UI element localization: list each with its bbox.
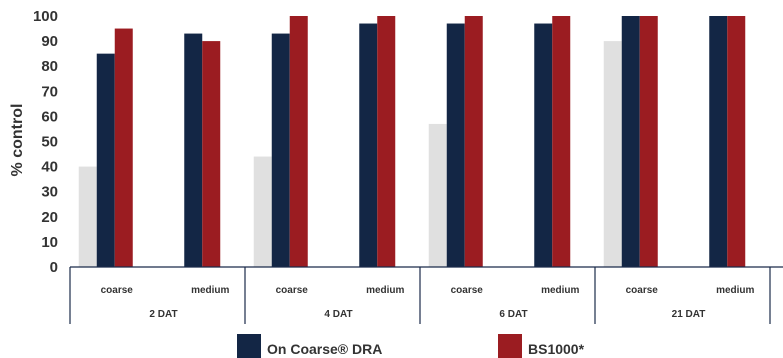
bars-layer — [78, 16, 746, 268]
y-axis-ticks: 0 10 20 30 40 50 60 70 80 90 100 — [33, 8, 58, 276]
y-axis-label: % control — [9, 104, 26, 177]
legend-swatch — [237, 334, 261, 358]
y-tick-label: 100 — [33, 8, 58, 25]
x-axis — [69, 266, 783, 324]
legend-label: On Coarse® DRA — [267, 341, 382, 357]
bar-bs1000--2 — [289, 16, 308, 267]
bar-on-coarse-dra-2 — [271, 33, 290, 267]
y-tick-label: 40 — [41, 159, 58, 176]
x-subcategory-label: coarse — [451, 285, 484, 296]
y-tick-label: 20 — [41, 209, 58, 226]
bar-bs1000--5 — [552, 16, 571, 267]
x-group-label: 21 DAT — [672, 309, 706, 320]
x-group-label: 2 DAT — [149, 309, 177, 320]
y-tick-label: 10 — [41, 234, 58, 251]
bar-bs1000--0 — [114, 28, 133, 267]
y-tick-label: 50 — [41, 134, 58, 151]
bar-bs1000--6 — [639, 16, 658, 267]
legend-label: BS1000* — [528, 341, 585, 357]
bar-on-coarse-dra-6 — [621, 16, 640, 267]
x-subcategory-label: medium — [716, 285, 754, 296]
bar-on-coarse-dra-3 — [359, 23, 378, 268]
x-group-label: 6 DAT — [499, 309, 527, 320]
x-subcategory-label: medium — [541, 285, 579, 296]
bar-bs1000--7 — [727, 16, 746, 267]
y-tick-label: 90 — [41, 33, 58, 50]
y-tick-label: 30 — [41, 184, 58, 201]
bar-on-coarse-dra-4 — [446, 23, 465, 268]
x-axis-labels: coarse medium 2 DAT coarse medium 4 DAT coarse… — [101, 285, 755, 320]
bar-bs1000--4 — [464, 16, 483, 267]
x-subcategory-label: coarse — [626, 285, 659, 296]
x-subcategory-label: medium — [191, 285, 229, 296]
bar-on-coarse-dra-5 — [534, 23, 553, 268]
bar-bs1000--1 — [202, 41, 221, 267]
legend-swatch — [498, 334, 522, 358]
bar-on-coarse-dra-7 — [709, 16, 728, 267]
bar-baseline-4 — [428, 123, 447, 268]
y-tick-label: 70 — [41, 83, 58, 100]
bar-baseline-0 — [78, 166, 97, 267]
x-subcategory-label: coarse — [276, 285, 309, 296]
bar-baseline-6 — [603, 41, 622, 267]
bar-on-coarse-dra-0 — [96, 53, 115, 268]
bar-bs1000--3 — [377, 16, 396, 267]
bar-on-coarse-dra-1 — [184, 33, 203, 267]
x-subcategory-label: coarse — [101, 285, 134, 296]
bar-baseline-2 — [253, 156, 272, 267]
legend: On Coarse® DRA BS1000* — [237, 334, 585, 358]
y-tick-label: 60 — [41, 108, 58, 125]
y-tick-label: 0 — [50, 259, 58, 276]
x-group-label: 4 DAT — [324, 309, 352, 320]
x-subcategory-label: medium — [366, 285, 404, 296]
y-tick-label: 80 — [41, 58, 58, 75]
